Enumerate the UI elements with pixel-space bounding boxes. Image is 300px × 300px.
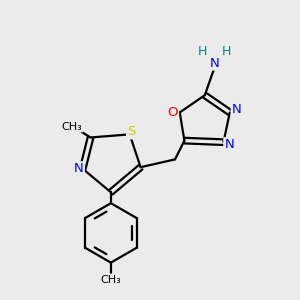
- Text: N: N: [209, 56, 219, 70]
- Text: CH₃: CH₃: [100, 274, 121, 284]
- Text: O: O: [168, 106, 178, 119]
- Text: N: N: [232, 103, 242, 116]
- Text: N: N: [224, 138, 234, 151]
- Text: CH₃: CH₃: [61, 122, 82, 131]
- Text: S: S: [127, 125, 135, 138]
- Text: H: H: [198, 45, 207, 58]
- Text: H: H: [221, 45, 231, 58]
- Text: N: N: [74, 162, 84, 175]
